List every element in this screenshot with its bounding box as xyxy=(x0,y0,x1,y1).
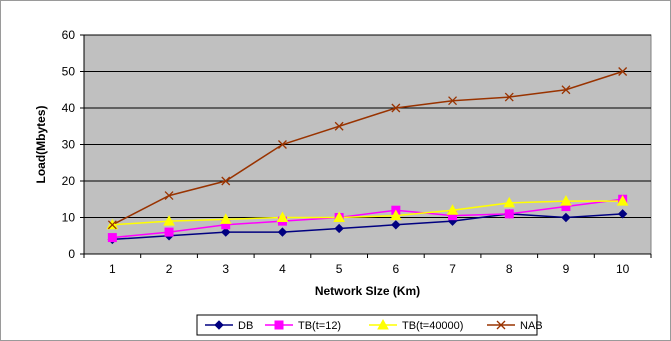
legend-item-nab: NAB xyxy=(487,320,543,332)
data-point-nab xyxy=(391,103,401,113)
axes xyxy=(80,34,652,258)
y-tick-label: 0 xyxy=(68,247,75,261)
y-tick-label: 50 xyxy=(62,65,76,79)
x-marker-stroke xyxy=(496,320,506,330)
legend-marker xyxy=(274,320,284,330)
legend-label: TB(t=40000) xyxy=(402,320,463,332)
legend-marker xyxy=(496,320,506,330)
x-tick-label: 3 xyxy=(222,262,229,276)
data-point-db xyxy=(334,223,344,234)
data-point-nab xyxy=(221,176,231,186)
data-point-tb-t-40000 xyxy=(219,213,232,224)
legend-label: TB(t=12) xyxy=(298,320,341,332)
data-point-nab xyxy=(107,220,117,230)
legend-label: DB xyxy=(238,320,253,332)
x-tick-label: 1 xyxy=(109,262,116,276)
x-marker-stroke xyxy=(221,176,231,186)
data-point-tb-t-40000 xyxy=(333,211,345,222)
series-line-tb-t-40000 xyxy=(112,200,623,226)
data-point-tb-t-12 xyxy=(504,209,514,219)
x-marker-stroke xyxy=(448,96,458,106)
data-point-tb-t-12 xyxy=(164,227,174,237)
data-point-db xyxy=(221,227,231,237)
x-tick-label: 5 xyxy=(336,262,343,276)
data-point-tb-t-40000 xyxy=(503,196,516,208)
data-point-db xyxy=(391,220,401,230)
legend-item-db: DB xyxy=(205,320,253,332)
y-tick-label: 40 xyxy=(62,101,76,115)
x-tick-label: 2 xyxy=(166,262,173,276)
data-point-tb-t-40000 xyxy=(390,209,402,221)
x-marker-stroke xyxy=(334,121,344,131)
x-tick-label: 10 xyxy=(616,262,630,276)
legend-item-tb-t-12: TB(t=12) xyxy=(265,320,341,332)
data-point-db xyxy=(277,227,288,237)
data-point-db xyxy=(617,209,628,219)
x-tick-labels: 1 2 3 4 5 6 7 8 9 10 xyxy=(109,262,630,276)
x-marker-stroke xyxy=(164,191,174,201)
legend-marker xyxy=(214,320,224,330)
y-tick-labels: 0 10 20 30 40 50 60 xyxy=(62,28,76,261)
x-axis-label: Network SIze (Km) xyxy=(315,284,420,298)
data-point-tb-t-40000 xyxy=(616,195,629,206)
gridlines xyxy=(84,34,651,218)
legend-box xyxy=(196,314,538,336)
data-point-nab xyxy=(561,85,571,95)
x-marker-stroke xyxy=(618,67,628,76)
x-tick-label: 4 xyxy=(279,262,286,276)
x-marker-stroke xyxy=(277,140,287,149)
y-tick-label: 20 xyxy=(62,174,76,188)
y-tick-label: 30 xyxy=(62,138,76,152)
y-tick-label: 60 xyxy=(62,28,76,42)
legend-label: NAB xyxy=(520,320,543,332)
data-point-tb-t-40000 xyxy=(163,215,175,226)
x-tick-label: 9 xyxy=(563,262,570,276)
y-tick-label: 10 xyxy=(62,211,76,225)
x-marker-stroke xyxy=(107,220,117,230)
x-tick-label: 8 xyxy=(506,262,513,276)
legend-item-tb-t-40000: TB(t=40000) xyxy=(369,318,463,332)
y-axis-label: Load(Mbytes) xyxy=(34,105,48,183)
x-tick-label: 6 xyxy=(393,262,400,276)
data-point-nab xyxy=(448,96,458,106)
series-line-tb-t-12 xyxy=(112,198,623,239)
legend: DB TB(t=12) TB(t=40000) NAB xyxy=(196,314,543,336)
data-point-tb-t-40000 xyxy=(276,211,289,222)
legend-marker xyxy=(377,318,389,330)
series-markers xyxy=(106,67,629,245)
series-line-db xyxy=(112,213,623,241)
data-point-tb-t-40000 xyxy=(446,204,459,215)
data-point-db xyxy=(561,212,571,223)
data-point-nab xyxy=(618,67,628,76)
x-marker-stroke xyxy=(391,103,401,113)
series-lines xyxy=(112,70,623,241)
series-line-nab xyxy=(112,70,623,226)
data-point-tb-t-40000 xyxy=(560,195,572,206)
data-point-tb-t-12 xyxy=(107,233,117,243)
x-marker-stroke xyxy=(504,92,514,102)
data-point-nab xyxy=(334,121,344,131)
x-marker-stroke xyxy=(561,85,571,95)
data-point-nab xyxy=(164,191,174,201)
x-tick-label: 7 xyxy=(449,262,456,276)
data-point-nab xyxy=(277,140,287,149)
data-point-nab xyxy=(504,92,514,102)
